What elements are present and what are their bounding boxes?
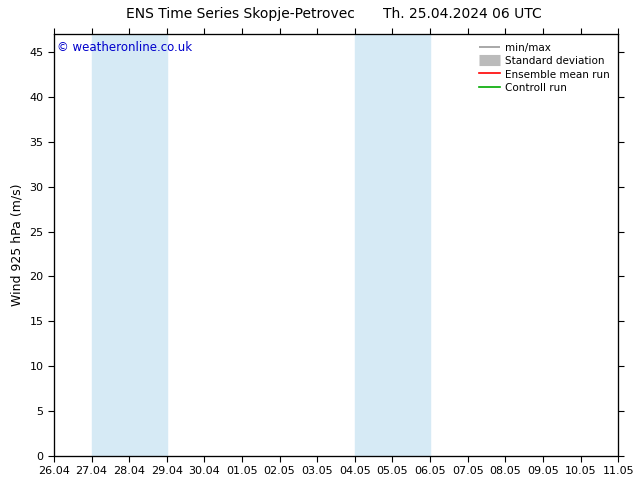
Legend: min/max, Standard deviation, Ensemble mean run, Controll run: min/max, Standard deviation, Ensemble me…	[476, 40, 613, 96]
Bar	[91, 34, 167, 456]
Text: Th. 25.04.2024 06 UTC: Th. 25.04.2024 06 UTC	[384, 7, 542, 22]
Y-axis label: Wind 925 hPa (m/s): Wind 925 hPa (m/s)	[11, 184, 24, 306]
Bar	[355, 34, 430, 456]
Text: ENS Time Series Skopje-Petrovec: ENS Time Series Skopje-Petrovec	[126, 7, 356, 22]
Text: © weatheronline.co.uk: © weatheronline.co.uk	[56, 41, 192, 53]
